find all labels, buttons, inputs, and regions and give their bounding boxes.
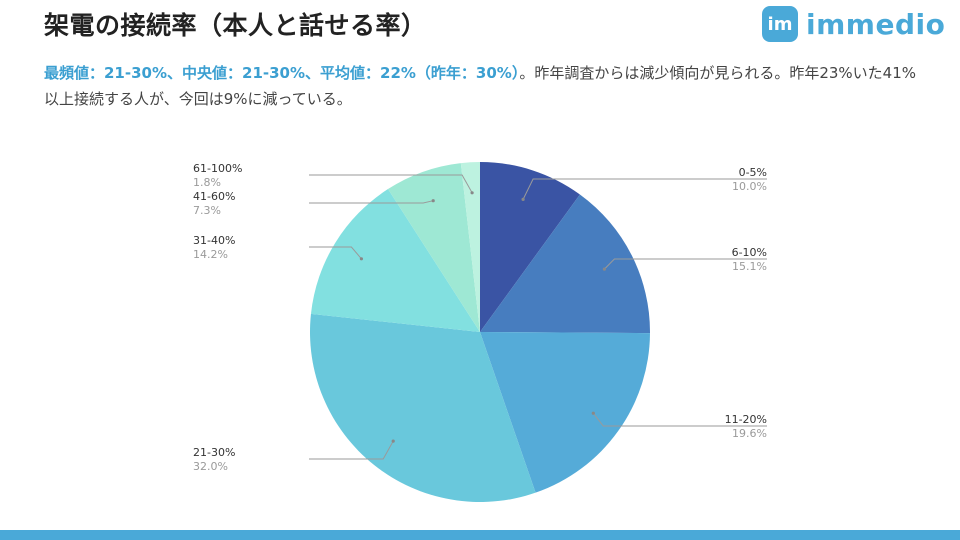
leader-line-6-10 bbox=[604, 258, 767, 270]
slice-value-0-5: 10.0% bbox=[732, 180, 767, 193]
slice-value-41-60: 7.3% bbox=[193, 204, 221, 217]
slice-value-61-100: 1.8% bbox=[193, 176, 221, 189]
leader-line-11-20 bbox=[592, 412, 767, 427]
leader-line-31-40 bbox=[309, 246, 362, 260]
slice-value-31-40: 14.2% bbox=[193, 248, 228, 261]
summary-text: 最頻値：21-30%、中央値：21-30%、平均値：22%（昨年：30%）。昨年… bbox=[44, 60, 924, 112]
brand-logo: im immedio bbox=[762, 4, 945, 44]
pie-slice-21-30 bbox=[310, 313, 536, 502]
slice-label-11-20: 11-20% bbox=[725, 413, 767, 426]
leader-dot-61-100 bbox=[470, 191, 474, 195]
leader-line-0-5 bbox=[522, 178, 767, 200]
leader-dot-6-10 bbox=[602, 267, 607, 271]
slice-label-0-5: 0-5% bbox=[739, 166, 767, 179]
leader-dot-41-60 bbox=[431, 199, 435, 203]
leader-dot-21-30 bbox=[391, 439, 395, 443]
leader-line-61-100 bbox=[309, 174, 473, 194]
logo-text: immedio bbox=[806, 7, 946, 41]
slice-value-21-30: 32.0% bbox=[193, 460, 228, 473]
slice-label-31-40: 31-40% bbox=[193, 234, 235, 247]
slice-label-61-100: 61-100% bbox=[193, 162, 242, 175]
pie-slice-41-60 bbox=[388, 163, 480, 332]
slice-value-11-20: 19.6% bbox=[732, 427, 767, 440]
slice-label-41-60: 41-60% bbox=[193, 190, 235, 203]
page-title: 架電の接続率（本人と話せる率） bbox=[44, 11, 427, 40]
leader-dot-11-20 bbox=[591, 411, 595, 415]
leader-dot-31-40 bbox=[359, 257, 363, 261]
pie-slice-6-10 bbox=[480, 194, 651, 334]
pie-slice-31-40 bbox=[310, 189, 480, 332]
pie-slice-0-5 bbox=[480, 162, 580, 332]
footer-bar bbox=[0, 530, 960, 540]
summary-highlight: 最頻値：21-30%、中央値：21-30%、平均値：22%（昨年：30%） bbox=[44, 64, 520, 82]
pie-slice-11-20 bbox=[480, 332, 650, 493]
leader-dot-0-5 bbox=[521, 197, 525, 201]
logo-mark-icon: im bbox=[762, 6, 798, 42]
leader-line-41-60 bbox=[309, 200, 434, 204]
slice-value-6-10: 15.1% bbox=[732, 260, 767, 273]
leader-line-21-30 bbox=[309, 440, 394, 460]
slice-label-21-30: 21-30% bbox=[193, 446, 235, 459]
slice-label-6-10: 6-10% bbox=[732, 246, 767, 259]
summary-rest: 。昨年調査からは減少傾向が見られる。昨年23%いた41%以上接続する人が、今回は… bbox=[44, 64, 917, 108]
pie-slice-61-100 bbox=[460, 162, 480, 332]
